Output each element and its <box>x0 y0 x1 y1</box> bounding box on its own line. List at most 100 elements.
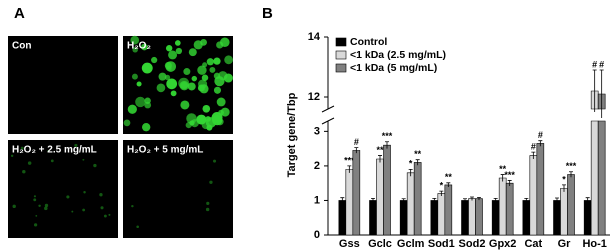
error-bar <box>408 168 413 177</box>
cell <box>187 82 196 91</box>
cell <box>185 122 192 129</box>
cell <box>144 97 151 104</box>
bar <box>461 200 469 236</box>
significance-label: ** <box>376 145 384 155</box>
legend-swatch <box>335 50 347 60</box>
significance-label: # <box>599 59 604 69</box>
y-axis-label: Target gene/Tbp <box>286 92 298 177</box>
cell <box>224 55 234 65</box>
cell <box>100 206 104 210</box>
error-bar <box>432 197 437 203</box>
error-bar <box>569 171 573 178</box>
y-tick-label: 14 <box>308 31 321 43</box>
cell <box>191 75 198 82</box>
cell <box>165 45 173 52</box>
cell <box>130 35 140 45</box>
significance-label: *** <box>504 170 515 180</box>
x-tick-label: Ho-1 <box>582 238 606 250</box>
cell <box>186 113 197 124</box>
significance-label: ** <box>414 149 422 159</box>
cell <box>127 104 137 114</box>
significance-label: * <box>440 181 444 191</box>
cell <box>202 104 211 113</box>
bar <box>505 182 514 236</box>
bar <box>376 158 384 236</box>
cell <box>220 107 230 117</box>
bar <box>468 198 476 236</box>
bar <box>498 177 507 236</box>
significance-label: * <box>562 174 566 184</box>
error-bar <box>585 197 590 204</box>
bar <box>444 184 453 236</box>
x-tick-label: Sod1 <box>428 238 455 250</box>
cell <box>135 96 146 108</box>
cell <box>33 195 36 198</box>
cell <box>188 48 197 57</box>
error-bar <box>463 198 467 203</box>
cell <box>209 66 216 73</box>
cell <box>206 124 213 131</box>
bar <box>567 174 575 236</box>
cell <box>136 225 139 229</box>
cell <box>197 65 207 75</box>
cell <box>103 214 107 218</box>
x-tick-label: Gclc <box>368 238 392 250</box>
error-bar <box>555 197 559 203</box>
bar <box>399 200 408 236</box>
significance-label: # <box>538 130 543 140</box>
error-bar <box>385 141 389 149</box>
cell <box>33 223 38 227</box>
significance-label: *** <box>382 131 393 141</box>
cell <box>209 180 213 184</box>
cell <box>74 143 78 148</box>
legend-label: Control <box>350 36 387 48</box>
cell <box>82 208 86 212</box>
cell <box>38 204 41 208</box>
error-bar <box>524 197 529 203</box>
significance-label: *** <box>566 161 577 171</box>
error-bar <box>507 180 512 186</box>
bar <box>338 200 347 236</box>
axis-break <box>321 105 335 113</box>
cell <box>44 206 48 211</box>
micrograph <box>8 140 118 238</box>
error-bar <box>562 184 566 192</box>
cell <box>178 77 190 89</box>
legend-label: <1 kDa (2.5 mg/mL) <box>350 49 446 61</box>
cell <box>27 161 32 165</box>
cell <box>99 193 103 197</box>
panel-label: B <box>262 5 273 22</box>
bar <box>369 200 377 236</box>
error-bar <box>500 174 505 182</box>
cell <box>166 65 172 71</box>
cell <box>170 90 177 97</box>
significance-label: ** <box>499 164 507 174</box>
cell <box>108 213 111 216</box>
legend-label: <1 kDa (5 mg/mL) <box>350 62 437 74</box>
cell <box>158 72 167 81</box>
error-bar <box>493 197 498 203</box>
error-bar <box>446 182 451 187</box>
bar <box>345 169 354 236</box>
cell <box>83 190 86 194</box>
error-bar <box>470 196 474 201</box>
cell <box>132 46 138 53</box>
cell <box>141 43 148 51</box>
error-bar <box>599 69 604 118</box>
cell <box>50 159 54 163</box>
y-tick-label: 1 <box>314 194 320 206</box>
error-bar <box>354 147 359 154</box>
cell <box>220 37 230 48</box>
cell <box>44 203 49 208</box>
cell <box>206 201 210 205</box>
cell <box>198 79 208 89</box>
bar <box>430 200 439 236</box>
significance-label: # <box>592 59 597 69</box>
error-bar <box>401 198 406 203</box>
cell <box>213 159 217 163</box>
cell <box>205 207 210 212</box>
cell <box>168 50 178 60</box>
significance-label: * <box>409 159 413 169</box>
cell <box>131 204 134 208</box>
